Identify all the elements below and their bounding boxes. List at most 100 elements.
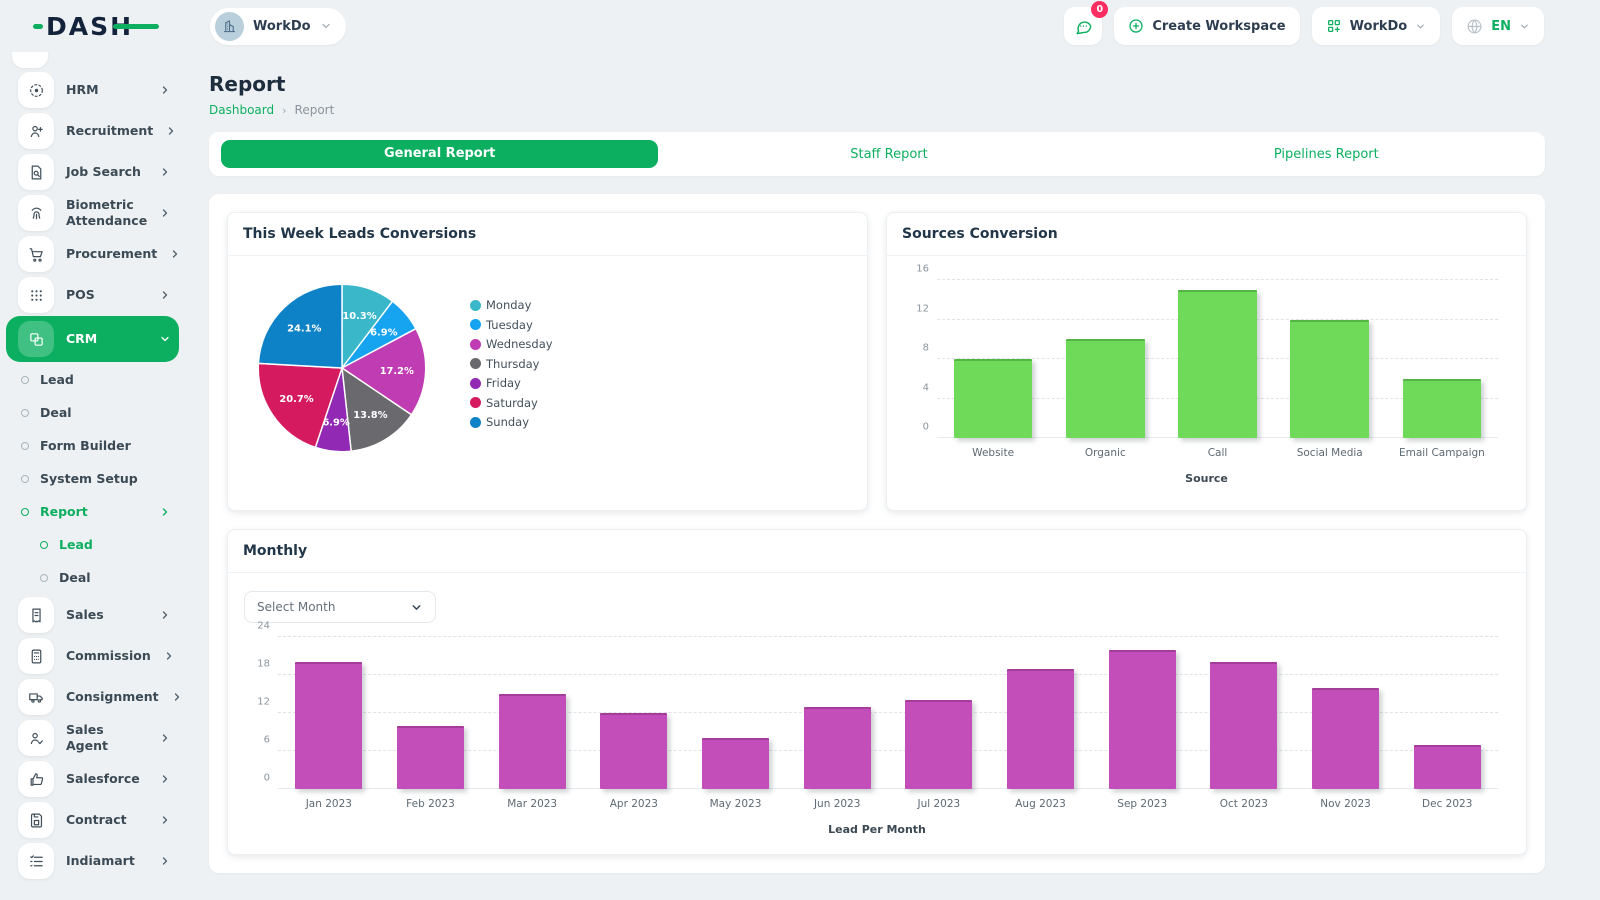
sidebar-subitem-deal[interactable]: Deal xyxy=(0,396,185,429)
sidebar-subitem-lead[interactable]: Lead xyxy=(0,363,185,396)
sidebar-item-label: Indiamart xyxy=(66,853,135,869)
bar-jan-2023[interactable] xyxy=(295,662,363,789)
sidebar-subitem-system-setup[interactable]: System Setup xyxy=(0,462,185,495)
y-axis-tick: 24 xyxy=(257,620,270,632)
chevron-down-icon xyxy=(320,20,332,32)
legend-item-friday[interactable]: Friday xyxy=(470,376,553,390)
tab-staff-report[interactable]: Staff Report xyxy=(850,146,928,162)
legend-dot xyxy=(470,338,481,350)
sidebar-subitem-deal[interactable]: Deal xyxy=(0,561,185,594)
create-workspace-button[interactable]: Create Workspace xyxy=(1114,7,1300,45)
sidebar-subitem-label: Lead xyxy=(59,537,93,552)
language-selector[interactable]: EN xyxy=(1452,7,1544,45)
chevron-down-icon xyxy=(159,333,171,345)
legend-dot xyxy=(470,416,481,428)
pie-slice-thursday[interactable] xyxy=(341,367,413,452)
contract-icon xyxy=(18,802,54,838)
workdo-menu-button[interactable]: WorkDo xyxy=(1311,7,1441,45)
chevron-right-icon xyxy=(159,84,171,96)
breadcrumb-dashboard-link[interactable]: Dashboard xyxy=(209,103,275,117)
bar-mar-2023[interactable] xyxy=(498,694,566,789)
legend-item-saturday[interactable]: Saturday xyxy=(470,396,553,410)
bullet-icon xyxy=(21,408,29,417)
bar-aug-2023[interactable] xyxy=(1006,668,1075,789)
x-axis-tick: Mar 2023 xyxy=(507,798,558,810)
bar-dec-2023[interactable] xyxy=(1413,744,1481,789)
bar-apr-2023[interactable] xyxy=(600,713,668,789)
bar-jul-2023[interactable] xyxy=(905,700,973,789)
sidebar-item-sales-agent[interactable]: Sales Agent xyxy=(6,718,179,758)
bar-nov-2023[interactable] xyxy=(1312,687,1380,789)
report-panel: This Week Leads Conversions 10.3% 6.9% 17.… xyxy=(209,194,1545,873)
pie-slice-value: 13.8% xyxy=(353,410,387,421)
bar-sep-2023[interactable] xyxy=(1108,649,1176,789)
procurement-icon xyxy=(18,236,54,272)
bar-oct-2023[interactable] xyxy=(1210,662,1278,789)
x-axis-labels: Jan 2023 Feb 2023 Mar 2023 Apr 2023 May 2023… xyxy=(278,789,1498,810)
sidebar-item-job-search[interactable]: Job Search xyxy=(6,152,179,192)
main-content: Report Dashboard › Report General Report… xyxy=(185,52,1600,900)
legend-label: Thursday xyxy=(486,356,540,371)
report-tabs: General Report Staff Report Pipelines Re… xyxy=(209,132,1545,176)
x-axis-tick: Website xyxy=(972,447,1015,459)
sidebar-nav: HRM Recruitment Job Search Biometric Attend… xyxy=(0,52,185,900)
sidebar-item-partial[interactable] xyxy=(12,52,48,68)
recruitment-icon xyxy=(18,113,54,149)
sources-conversion-card: Sources Conversion 0 4 8 12 16 Website Organic… xyxy=(886,212,1527,511)
chevron-right-icon xyxy=(171,691,183,703)
bar-email-campaign[interactable] xyxy=(1402,378,1482,438)
tab-general-report[interactable]: General Report xyxy=(221,140,659,168)
legend-item-thursday[interactable]: Thursday xyxy=(470,357,553,371)
sidebar-item-commission[interactable]: Commission xyxy=(6,636,179,676)
sidebar-item-salesforce[interactable]: Salesforce xyxy=(6,759,179,799)
chevron-right-icon xyxy=(165,125,177,137)
legend-item-sunday[interactable]: Sunday xyxy=(470,415,553,429)
sidebar-item-label: Procurement xyxy=(66,246,158,262)
breadcrumb-current: Report xyxy=(294,103,335,117)
bar-organic[interactable] xyxy=(1066,339,1145,438)
hrm-icon xyxy=(18,72,54,108)
pie-slice-saturday[interactable] xyxy=(257,362,343,449)
bullet-icon xyxy=(21,507,29,516)
sidebar-item-recruitment[interactable]: Recruitment xyxy=(6,111,179,151)
tab-pipelines-report[interactable]: Pipelines Report xyxy=(1273,146,1379,162)
bar-slot xyxy=(278,637,380,789)
bar-slot xyxy=(1193,637,1295,789)
legend-item-wednesday[interactable]: Wednesday xyxy=(470,337,553,351)
x-axis-tick: Call xyxy=(1207,447,1228,459)
bar-call[interactable] xyxy=(1178,289,1257,438)
sidebar-item-indiamart[interactable]: Indiamart xyxy=(6,841,179,881)
pie-slice-sunday[interactable] xyxy=(257,283,343,369)
brand-logo[interactable]: DASH xyxy=(0,12,185,41)
apps-grid-icon xyxy=(1326,18,1342,34)
legend-item-monday[interactable]: Monday xyxy=(470,298,553,312)
sidebar-item-pos[interactable]: POS xyxy=(6,275,179,315)
sidebar-item-sales[interactable]: Sales xyxy=(6,595,179,635)
sidebar-item-procurement[interactable]: Procurement xyxy=(6,234,179,274)
sidebar-item-consignment[interactable]: Consignment xyxy=(6,677,179,717)
select-month-dropdown[interactable]: Select Month xyxy=(244,591,436,623)
sidebar-item-crm[interactable]: CRM xyxy=(6,316,179,362)
bar-website[interactable] xyxy=(953,359,1033,438)
pie-slice-wednesday[interactable] xyxy=(341,327,427,416)
bar-slot xyxy=(990,637,1092,789)
bar-slot xyxy=(888,637,990,789)
chevron-down-icon xyxy=(1415,21,1426,32)
crm-icon xyxy=(18,321,54,357)
bar-feb-2023[interactable] xyxy=(396,725,465,789)
bar-may-2023[interactable] xyxy=(701,738,770,789)
sidebar-subitem-form-builder[interactable]: Form Builder xyxy=(0,429,185,462)
bar-jun-2023[interactable] xyxy=(803,706,871,789)
gridline xyxy=(937,279,1498,280)
sidebar-subitem-report[interactable]: Report xyxy=(0,495,185,528)
sidebar-subitem-lead[interactable]: Lead xyxy=(0,528,185,561)
bar-social-media[interactable] xyxy=(1290,319,1369,438)
workspace-switcher[interactable]: WorkDo xyxy=(210,7,346,45)
sidebar-item-hrm[interactable]: HRM xyxy=(6,70,179,110)
sidebar-item-contract[interactable]: Contract xyxy=(6,800,179,840)
legend-item-tuesday[interactable]: Tuesday xyxy=(470,318,553,332)
pie-slice-value: 6.9% xyxy=(370,328,397,339)
messages-button[interactable]: 0 xyxy=(1064,1,1109,45)
sidebar-item-biometric-attendance[interactable]: Biometric Attendance xyxy=(6,193,179,233)
monthly-card: Monthly Select Month 0 6 12 18 24 Jan 2023 Feb… xyxy=(227,529,1527,855)
